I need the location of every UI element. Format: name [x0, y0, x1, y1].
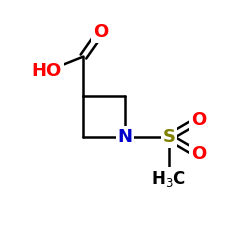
Text: O: O [191, 111, 206, 129]
Text: O: O [191, 145, 206, 163]
Text: N: N [118, 128, 132, 146]
Text: H$_3$C: H$_3$C [152, 169, 186, 189]
Text: O: O [93, 23, 108, 41]
Text: S: S [162, 128, 175, 146]
Text: HO: HO [32, 62, 62, 80]
